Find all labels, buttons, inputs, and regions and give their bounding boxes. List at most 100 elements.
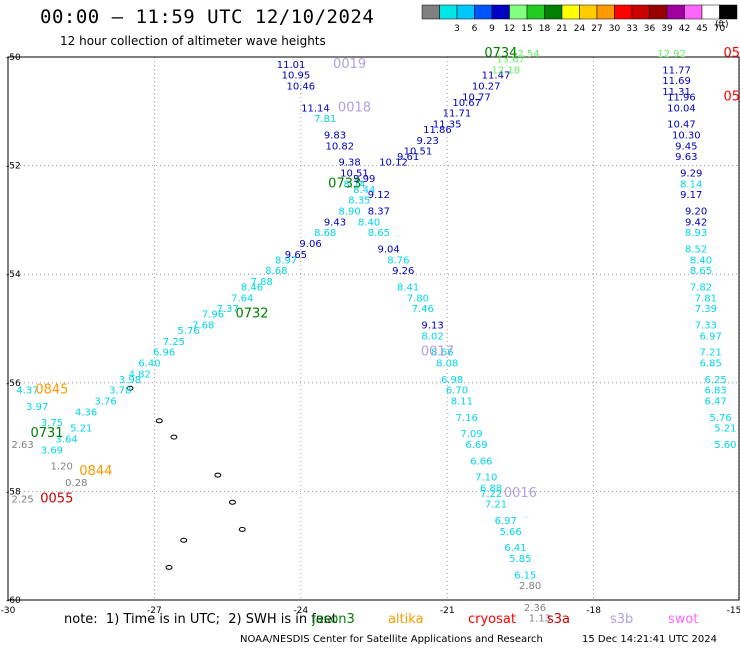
wave-height-value: 8.68: [265, 266, 287, 277]
pass-time-label: 0731: [30, 426, 63, 441]
wave-height-value: 10.30: [672, 130, 701, 141]
colorbar-tick-label: 39: [661, 24, 673, 34]
wave-height-value: 0.28: [65, 478, 87, 489]
colorbar-tick-label: 24: [574, 24, 586, 34]
wave-height-value: 6.41: [504, 543, 526, 554]
pass-time-label: 0018: [338, 100, 371, 115]
chart-title: 00:00 – 11:59 UTC 12/10/2024: [40, 6, 375, 28]
wave-height-value: 8.35: [348, 196, 370, 207]
wave-height-value: 11.71: [443, 109, 472, 120]
wave-height-value: 7.80: [407, 293, 429, 304]
wave-height-value: 3.97: [26, 402, 48, 413]
wave-height-value: 6.15: [514, 570, 536, 581]
wave-height-value: 6.69: [465, 440, 487, 451]
wave-height-value: 2.63: [12, 440, 34, 451]
satellite-legend-jason3: jason3: [312, 612, 355, 627]
wave-height-value: 10.04: [667, 103, 696, 114]
island-outline: [238, 526, 246, 532]
colorbar-tick-label: 70: [714, 24, 726, 34]
wave-height-value: 8.02: [421, 331, 443, 342]
colorbar-bin: [666, 4, 685, 20]
wave-height-value: 3.98: [119, 375, 141, 386]
wave-height-value: 8.66: [431, 348, 453, 359]
colorbar-tick-label: 21: [556, 24, 567, 34]
wave-height-value: 9.17: [680, 190, 702, 201]
wave-height-value: 13.67: [496, 54, 525, 65]
colorbar-bin: [456, 4, 475, 20]
colorbar-bin: [509, 4, 528, 20]
y-tick-label: -54: [6, 270, 21, 280]
pass-time-label: 0734: [484, 46, 517, 61]
colorbar-bin: [631, 4, 650, 20]
island-outline: [180, 537, 188, 543]
colorbar-bin: [474, 4, 493, 20]
satellite-legend-swot: swot: [668, 612, 699, 627]
wave-height-value: 8.14: [680, 179, 702, 190]
satellite-legend-s3a: s3a: [547, 612, 571, 627]
wave-height-value: 6.40: [138, 359, 160, 370]
colorbar-unit: (ft): [715, 20, 729, 30]
wave-height-value: 9.83: [324, 130, 346, 141]
wave-height-value: 9.04: [378, 244, 400, 255]
wave-height-value: 3.64: [55, 435, 77, 446]
footer-note: note: 1) Time is in UTC; 2) SWH is in fe…: [64, 612, 337, 627]
wave-height-value: 10.12: [379, 158, 408, 169]
pass-time-label: 0532: [723, 46, 740, 61]
colorbar-bin: [579, 4, 598, 20]
island-outline: [170, 434, 178, 440]
colorbar-tick-label: 3: [454, 24, 460, 34]
wave-height-value: 5.21: [714, 424, 736, 435]
wave-height-value: 9.12: [368, 190, 390, 201]
pass-time-label: 0733: [328, 176, 361, 191]
wave-height-value: 9.20: [685, 206, 707, 217]
colorbar-tick-label: 6: [472, 24, 478, 34]
wave-height-value: 9.42: [685, 217, 707, 228]
wave-height-value: 2.25: [12, 494, 34, 505]
wave-height-value: 6.96: [153, 348, 175, 359]
y-tick-label: -60: [6, 596, 21, 606]
wave-height-value: 10.51: [404, 147, 433, 158]
wave-height-value: 6.47: [704, 397, 726, 408]
wave-height-value: 7.21: [700, 348, 722, 359]
wave-height-value: 5.76: [709, 413, 731, 424]
colorbar-bin: [596, 4, 615, 20]
pass-time-label: 0531: [723, 89, 740, 104]
wave-height-value: 8.90: [338, 206, 360, 217]
wave-height-value: 10.51: [340, 168, 369, 179]
colorbar-tick-label: 12: [504, 24, 515, 34]
wave-height-value: 9.43: [324, 217, 346, 228]
colorbar-tick-label: 36: [644, 24, 656, 34]
wave-height-value: 9.65: [285, 250, 307, 261]
footer-timestamp: 15 Dec 14:21:41 UTC 2024: [582, 634, 717, 645]
island-outline: [214, 472, 222, 478]
wave-height-value: 10.67: [452, 98, 481, 109]
wave-height-value: 9.45: [675, 141, 697, 152]
pass-time-label: 0016: [504, 486, 537, 501]
pass-time-label: 0055: [40, 491, 73, 506]
wave-height-value: 11.31: [662, 87, 691, 98]
colorbar-bin: [491, 4, 510, 20]
island-outline: [155, 418, 163, 424]
colorbar-tick-label: 42: [679, 24, 690, 34]
wave-height-value: 12.92: [657, 49, 686, 60]
wave-height-value: 6.25: [704, 375, 726, 386]
pass-time-label: 0732: [235, 307, 268, 322]
satellite-legend-s3b: s3b: [610, 612, 634, 627]
colorbar-bin: [649, 4, 668, 20]
wave-height-value: 8.76: [387, 255, 409, 266]
wave-height-value: 1.20: [51, 462, 73, 473]
island-outline: [165, 564, 173, 570]
wave-height-value: 6.88: [480, 483, 502, 494]
colorbar-tick-label: 27: [591, 24, 602, 34]
wave-height-value: 7.46: [412, 304, 434, 315]
wave-height-value: 8.93: [685, 228, 707, 239]
wave-height-value: 6.83: [704, 386, 726, 397]
wave-height-value: 12.54: [511, 49, 540, 60]
island-outline: [228, 499, 236, 505]
colorbar-bin: [684, 4, 703, 20]
colorbar-bin: [561, 4, 580, 20]
wave-height-value: 10.47: [667, 120, 696, 131]
wave-height-value: 9.06: [299, 239, 321, 250]
colorbar-bin: [526, 4, 545, 20]
